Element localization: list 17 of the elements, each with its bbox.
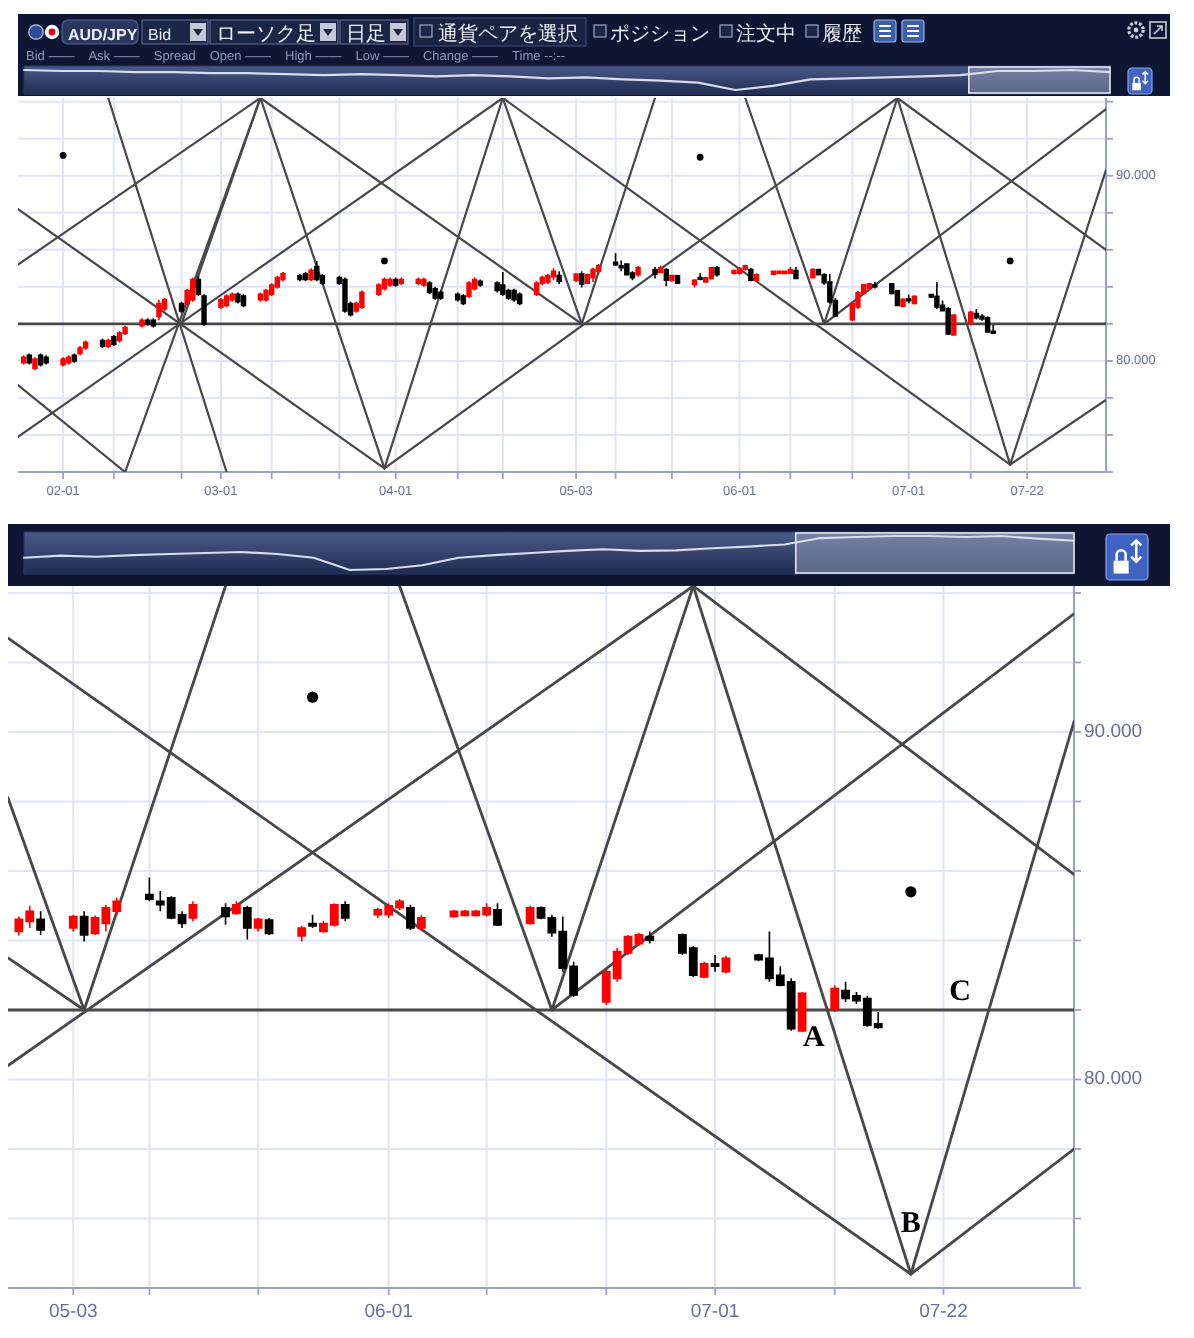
text: 履歴 [822,24,862,46]
annotation: C [949,975,971,1008]
x-tick-label: 07-22 [919,1301,968,1323]
y-tick-label: 90.000 [1084,720,1143,743]
text: AUD/JPY [68,26,139,44]
text: Bid [148,26,172,44]
x-tick-label: 06-01 [364,1301,414,1323]
text: 注文中 [736,22,796,46]
text: 日足 [346,24,386,46]
y-tick-label: 80.000 [1084,1068,1143,1091]
text: ポジション [610,24,710,46]
text: 通貨ペアを選択 [438,22,578,46]
x-tick-label: 07-01 [690,1301,740,1323]
text: ローソク足 [216,24,316,46]
annotation: B [900,1208,921,1241]
annotation: A [802,1021,825,1054]
x-tick-label: 05-03 [48,1301,98,1323]
